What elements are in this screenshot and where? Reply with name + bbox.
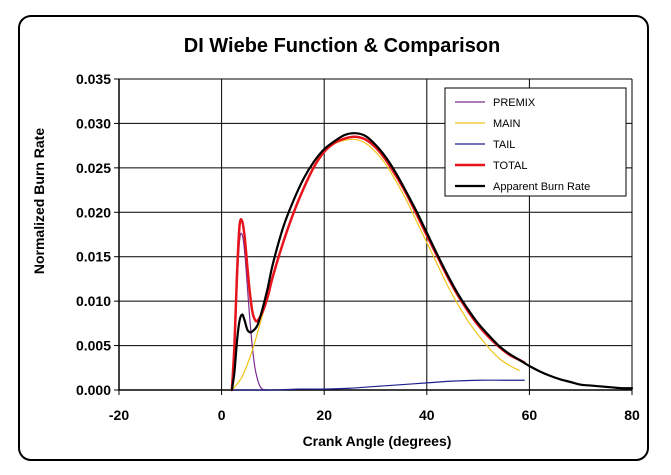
series-group (230, 132, 634, 392)
x-tick-label: 0 (218, 407, 226, 423)
legend-label-apparent-burn-rate: Apparent Burn Rate (493, 181, 590, 193)
x-tick-label: 20 (316, 407, 332, 423)
y-tick-label: 0.035 (76, 71, 111, 87)
x-axis-title: Crank Angle (degrees) (303, 433, 452, 449)
x-tick-label: -20 (109, 407, 129, 423)
y-axis-title: Normalized Burn Rate (31, 128, 47, 274)
series-line-apparent-burn-rate (230, 132, 634, 392)
y-tick-label: 0.020 (76, 204, 111, 220)
legend-box (444, 87, 627, 197)
chart-title: DI Wiebe Function & Comparison (184, 35, 501, 57)
legend: PREMIX MAIN TAIL TOTAL Apparent Burn Rate (444, 87, 627, 197)
legend-label-main: MAIN (493, 118, 521, 130)
legend-label-premix: PREMIX (493, 97, 536, 109)
y-tick-label: 0.005 (76, 338, 111, 354)
legend-label-total: TOTAL (493, 160, 527, 172)
y-tick-label: 0.000 (76, 382, 111, 398)
y-tick-label: 0.030 (76, 115, 111, 131)
x-tick-label: 80 (624, 407, 640, 423)
x-tick-label: 40 (419, 407, 435, 423)
series-line-tail (231, 379, 525, 391)
y-tick-label: 0.010 (76, 293, 111, 309)
y-tick-label: 0.015 (76, 249, 111, 265)
axes: 0.000 0.005 0.010 0.015 0.020 0.025 0.030 0.035… (76, 71, 640, 423)
x-tick-label: 60 (522, 407, 538, 423)
y-tick-label: 0.025 (76, 160, 111, 176)
legend-label-tail: TAIL (493, 139, 515, 151)
